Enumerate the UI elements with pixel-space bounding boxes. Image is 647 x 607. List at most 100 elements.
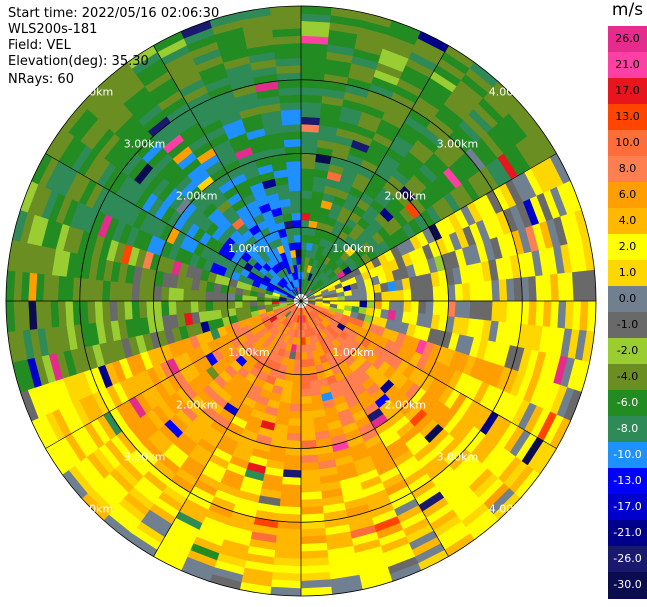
azimuth-spoke — [153, 45, 302, 302]
velocity-gate — [289, 396, 302, 405]
range-ring-label: 2.00km — [176, 190, 218, 203]
velocity-gate — [359, 300, 368, 309]
velocity-gate — [447, 284, 457, 302]
colorbar-swatch — [608, 338, 647, 365]
colorbar-unit: m/s — [611, 0, 644, 20]
velocity-gate — [123, 300, 133, 320]
velocity-gate — [160, 286, 170, 302]
velocity-gate — [138, 283, 148, 302]
velocity-gate — [131, 300, 140, 320]
range-ring-label: 1.00km — [228, 242, 270, 255]
field-label: Field: VEL — [8, 38, 71, 53]
velocity-gate — [300, 432, 316, 442]
velocity-gate — [300, 469, 320, 479]
colorbar-swatch — [608, 208, 647, 235]
velocity-gate — [300, 160, 316, 170]
velocity-gate — [296, 256, 302, 265]
velocity-gate — [289, 403, 302, 412]
velocity-gate — [484, 280, 494, 302]
velocity-gate — [381, 300, 390, 311]
velocity-gate — [300, 447, 318, 457]
velocity-gate — [292, 226, 302, 236]
velocity-gate — [145, 300, 155, 318]
colorbar-swatch — [608, 572, 647, 599]
velocity-gate — [241, 306, 251, 314]
colorbar-swatch — [608, 312, 647, 339]
velocity-gate — [283, 138, 302, 148]
colorbar-swatch — [608, 52, 647, 79]
velocity-gate — [234, 300, 243, 309]
velocity-gate — [288, 241, 296, 251]
velocity-gate — [300, 116, 321, 126]
azimuth-spoke — [45, 300, 302, 449]
velocity-gate — [284, 145, 302, 155]
velocity-gate — [300, 476, 321, 486]
velocity-gate — [306, 358, 316, 368]
velocity-gate — [153, 300, 162, 317]
velocity-gate — [351, 288, 361, 296]
velocity-gate — [484, 300, 494, 322]
velocity-gate — [292, 374, 302, 383]
velocity-gate — [204, 300, 214, 312]
velocity-gate — [290, 388, 302, 398]
colorbar-swatch — [608, 104, 647, 131]
velocity-gate — [101, 279, 111, 302]
azimuth-spoke — [300, 45, 449, 302]
velocity-gate — [300, 418, 315, 427]
velocity-gate — [300, 234, 309, 243]
velocity-gate — [300, 219, 310, 228]
colorbar-swatch — [608, 156, 647, 183]
velocity-gate — [476, 300, 486, 321]
polar-grid — [5, 5, 597, 597]
velocity-gate — [279, 94, 302, 104]
velocity-gate — [286, 160, 302, 170]
velocity-gate — [491, 279, 501, 302]
velocity-gate — [226, 292, 236, 302]
velocity-gate — [123, 282, 133, 302]
velocity-gate — [291, 381, 302, 390]
velocity-gate — [285, 440, 302, 449]
colorbar-swatch — [608, 234, 647, 261]
velocity-gate — [287, 175, 302, 184]
velocity-gate — [297, 271, 302, 280]
velocity-gate — [366, 300, 376, 310]
velocity-gate — [289, 197, 302, 206]
velocity-gate — [300, 182, 314, 192]
velocity-gate — [153, 285, 162, 302]
velocity-gate — [116, 300, 126, 321]
velocity-gate — [418, 287, 427, 302]
velocity-gate — [292, 219, 302, 228]
velocity-gate — [212, 291, 221, 302]
range-ring-label: 1.00km — [332, 346, 374, 359]
velocity-gate — [300, 352, 308, 361]
velocity-gate — [403, 289, 412, 302]
velocity-gate — [388, 300, 398, 312]
azimuth-spoke — [153, 300, 302, 557]
colorbar-tick-label: 2.0 — [618, 240, 637, 253]
velocity-gate — [263, 300, 272, 306]
velocity-gate — [286, 425, 302, 435]
velocity-gate — [410, 288, 420, 302]
velocity-gate — [300, 175, 315, 184]
velocity-gate — [281, 116, 302, 126]
velocity-gate — [469, 300, 479, 320]
velocity-gate — [280, 108, 302, 118]
velocity-gate — [374, 300, 383, 310]
range-ring-label: 2.00km — [176, 398, 218, 411]
velocity-gate — [283, 454, 302, 464]
velocity-gate — [418, 300, 427, 315]
velocity-gate — [94, 300, 104, 323]
colorbar-tick-label: -8.0 — [616, 422, 639, 435]
velocity-gate — [204, 290, 214, 302]
velocity-gate — [182, 300, 192, 314]
velocity-gate — [300, 344, 307, 353]
velocity-gate — [285, 153, 302, 162]
velocity-gate — [300, 484, 322, 494]
velocity-gate — [219, 300, 228, 310]
velocity-gate — [476, 281, 486, 302]
colorbar-tick-label: 17.0 — [615, 84, 640, 97]
velocity-gate — [286, 167, 302, 177]
velocity-gate — [190, 289, 199, 302]
velocity-gate — [374, 292, 383, 302]
velocity-gate — [396, 289, 405, 302]
